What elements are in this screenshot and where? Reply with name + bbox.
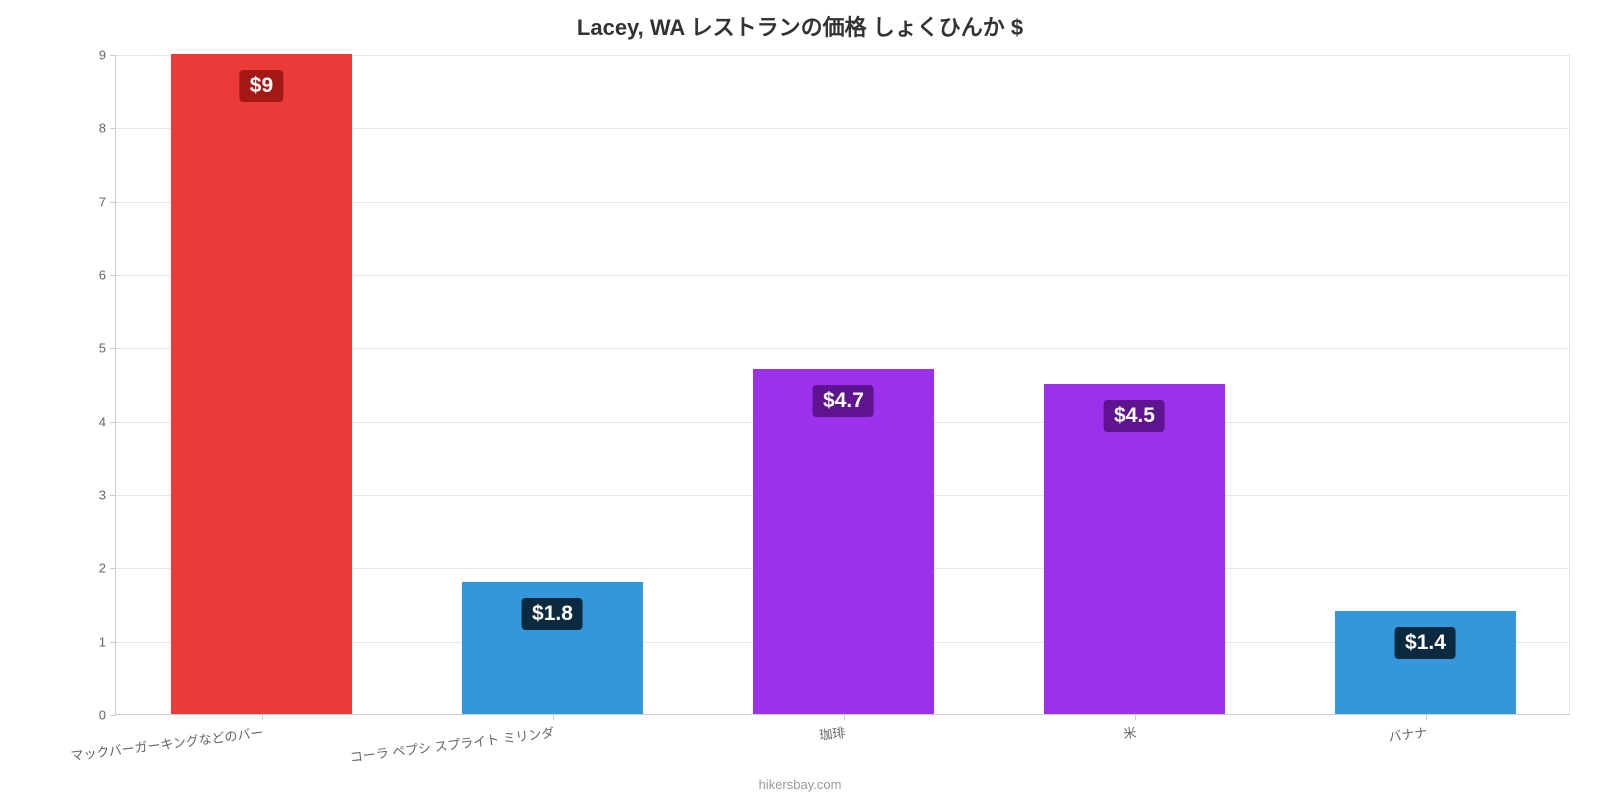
x-category-label: 米 xyxy=(1122,722,1137,742)
x-category-label: バナナ xyxy=(1387,722,1428,746)
y-tick-label: 7 xyxy=(99,194,116,209)
bar: $9 xyxy=(171,54,351,714)
value-label: $4.7 xyxy=(813,385,874,417)
y-tick-label: 4 xyxy=(99,414,116,429)
x-tick-mark xyxy=(844,714,845,720)
value-label: $1.8 xyxy=(522,598,583,630)
x-category-label: 珈琲 xyxy=(818,722,846,744)
plot-area: 0123456789$9マックバーガーキングなどのバー$1.8コーラ ペプシ ス… xyxy=(115,55,1570,715)
price-bar-chart: Lacey, WA レストランの価格 しょくひんか $ 0123456789$9… xyxy=(0,0,1600,800)
y-tick-label: 0 xyxy=(99,708,116,723)
chart-title: Lacey, WA レストランの価格 しょくひんか $ xyxy=(0,0,1600,42)
x-category-label: コーラ ペプシ スプライト ミリンダ xyxy=(348,722,555,766)
y-tick-label: 6 xyxy=(99,268,116,283)
y-tick-label: 9 xyxy=(99,48,116,63)
x-tick-mark xyxy=(1426,714,1427,720)
y-tick-label: 2 xyxy=(99,561,116,576)
bar: $4.7 xyxy=(753,369,933,714)
bar: $4.5 xyxy=(1044,384,1224,714)
value-label: $4.5 xyxy=(1104,400,1165,432)
x-category-label: マックバーガーキングなどのバー xyxy=(69,722,264,764)
x-tick-mark xyxy=(262,714,263,720)
bar: $1.8 xyxy=(462,582,642,714)
x-tick-mark xyxy=(1135,714,1136,720)
x-tick-mark xyxy=(553,714,554,720)
attribution-text: hikersbay.com xyxy=(759,777,842,792)
y-tick-label: 8 xyxy=(99,121,116,136)
y-tick-label: 5 xyxy=(99,341,116,356)
y-tick-label: 1 xyxy=(99,634,116,649)
value-label: $1.4 xyxy=(1395,627,1456,659)
bar: $1.4 xyxy=(1335,611,1515,714)
y-tick-label: 3 xyxy=(99,488,116,503)
value-label: $9 xyxy=(240,70,283,102)
